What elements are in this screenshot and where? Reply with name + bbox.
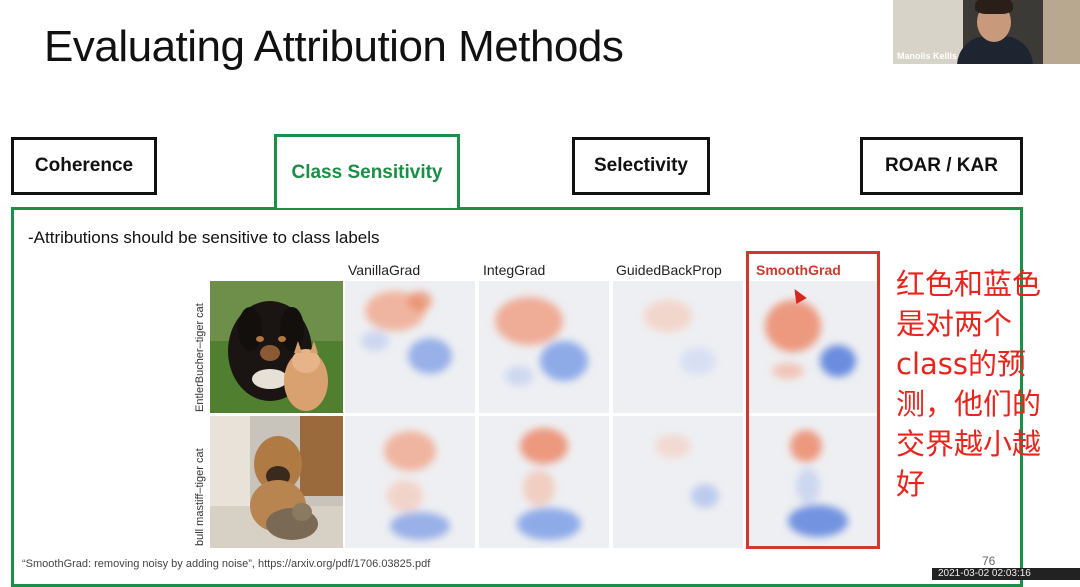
- tab-roar-kar[interactable]: ROAR / KAR: [860, 137, 1023, 195]
- heatmap-integgrad-row2: [479, 416, 609, 548]
- handwritten-annotation: 红色和蓝色 是对两个 class的预 测，他们的 交界越小越 好: [896, 264, 1074, 504]
- slide-title: Evaluating Attribution Methods: [44, 22, 624, 71]
- photo-dog-and-kitten: [210, 281, 343, 413]
- column-header-vanillagrad: VanillaGrad: [348, 262, 421, 278]
- webcam-feed: Manolis Kellis: [893, 0, 1080, 64]
- heatmap-smoothgrad-row1: [748, 281, 878, 413]
- annotation-line: class的预: [896, 347, 1026, 381]
- heatmap-guidedbackprop-row1: [613, 281, 743, 413]
- webcam-name: Manolis Kellis: [897, 51, 958, 61]
- annotation-line: 是对两个: [896, 307, 1013, 341]
- tab-class-sensitivity[interactable]: Class Sensitivity: [274, 134, 460, 208]
- photo-mastiff-and-cat: [210, 416, 343, 548]
- page-number: 76: [982, 554, 996, 568]
- row-label-2: bull mastiff–tiger cat: [194, 448, 206, 546]
- annotation-line: 红色和蓝色: [896, 267, 1042, 301]
- column-header-integgrad: IntegGrad: [483, 262, 546, 278]
- tab-selectivity[interactable]: Selectivity: [572, 137, 710, 195]
- row-label-1: EntlerBucher–tiger cat: [194, 303, 206, 412]
- smoothgrad-highlight-box: [746, 251, 880, 549]
- citation-footer: “SmoothGrad: removing noisy by adding no…: [22, 558, 431, 570]
- timestamp-bar: 2021-03-02 02:03:16: [932, 568, 1080, 580]
- heatmap-vanillagrad-row1: [345, 281, 475, 413]
- heatmap-vanillagrad-row2: [345, 416, 475, 548]
- bullet-text: -Attributions should be sensitive to cla…: [28, 228, 380, 247]
- tab-coherence[interactable]: Coherence: [11, 137, 157, 195]
- heatmap-smoothgrad-row2: [748, 416, 878, 548]
- heatmap-guidedbackprop-row2: [613, 416, 743, 548]
- annotation-line: 测，他们的: [896, 387, 1042, 421]
- column-header-smoothgrad: SmoothGrad: [756, 262, 841, 278]
- heatmap-integgrad-row1: [479, 281, 609, 413]
- annotation-line: 交界越小越: [896, 427, 1042, 461]
- column-header-guidedbackprop: GuidedBackProp: [616, 262, 722, 278]
- annotation-line: 好: [896, 467, 926, 501]
